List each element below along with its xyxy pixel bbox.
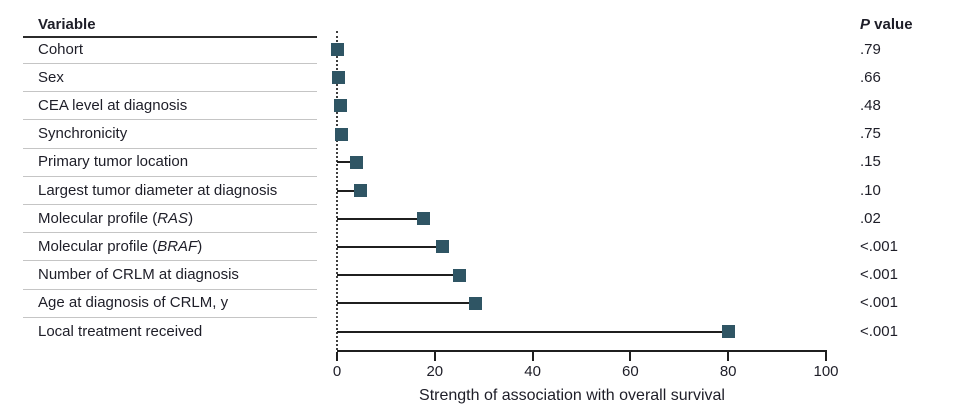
x-axis-tick-label: 80 [719, 363, 737, 380]
variable-label-text: Sex [38, 68, 64, 86]
x-axis-tick [727, 352, 730, 361]
variable-label-text: ) [197, 237, 203, 255]
marker-stem [337, 274, 460, 277]
square-marker [452, 268, 466, 282]
p-value: .48 [860, 96, 881, 114]
row-separator [23, 119, 317, 121]
variable-label-text: Cohort [38, 40, 84, 58]
marker-stem [337, 189, 361, 192]
x-axis-tick-label: 0 [332, 363, 342, 380]
row-separator [23, 204, 317, 205]
square-marker [331, 43, 345, 56]
variable-label-text: Local treatment received [38, 322, 203, 340]
x-axis-title: Strength of association with overall sur… [419, 387, 725, 404]
variable-row-label: Age at diagnosis of CRLM, y [38, 293, 228, 313]
variable-row-label: Molecular profile (RAS) [38, 209, 193, 229]
square-marker [468, 296, 482, 310]
x-axis-tick-label: 60 [622, 363, 639, 380]
row-separator [23, 288, 317, 290]
variable-label-text: Molecular profile ( [38, 209, 158, 227]
square-marker [721, 325, 735, 338]
x-axis-tick-label: 100 [813, 363, 839, 380]
row-separator [23, 175, 317, 177]
square-marker [353, 184, 367, 197]
variable-row-label: Primary tumor location [38, 152, 188, 172]
variable-label-text: Synchronicity [38, 125, 128, 143]
variable-label-text: Largest tumor diameter at diagnosis [38, 181, 278, 199]
pvalue-column-header: P value [860, 16, 913, 34]
p-value: <.001 [860, 322, 898, 340]
x-axis-line [337, 350, 827, 352]
row-separator [23, 91, 317, 93]
variable-row-label: CEA level at diagnosis [38, 96, 187, 116]
variable-header-label: Variable [38, 16, 96, 33]
variable-label-text: Number of CRLM at diagnosis [38, 266, 239, 284]
row-separator [23, 147, 317, 149]
variable-column-header: Variable [38, 16, 96, 34]
p-value: <.001 [860, 237, 898, 255]
variable-label-gene-italic: RAS [157, 209, 189, 227]
pvalue-header-rest: value [870, 16, 913, 33]
square-marker [335, 127, 349, 141]
p-value: .15 [860, 153, 881, 171]
header-rule [23, 36, 317, 38]
square-marker [333, 99, 347, 113]
row-separator [23, 232, 317, 234]
variable-label-text: CEA level at diagnosis [38, 96, 188, 114]
variable-label-text: ) [188, 209, 194, 227]
p-value: <.001 [860, 266, 898, 284]
x-axis-tick [825, 352, 827, 361]
x-axis-tick [531, 352, 534, 361]
marker-stem [337, 302, 476, 305]
variable-row-label: Local treatment received [38, 322, 202, 342]
variable-label-text: Molecular profile ( [38, 237, 158, 255]
variable-label-text: Primary tumor location [38, 153, 189, 171]
variable-label-gene-italic: BRAF [157, 237, 198, 255]
x-axis-tick [433, 352, 436, 361]
variable-row-label: Number of CRLM at diagnosis [38, 265, 239, 285]
pvalue-header-italic-p: P [860, 16, 871, 33]
row-separator [23, 316, 317, 318]
row-separator [23, 63, 317, 64]
square-marker [350, 155, 364, 169]
p-value: .66 [860, 68, 881, 86]
square-marker [436, 240, 450, 254]
row-separator [23, 260, 317, 262]
p-value: .02 [860, 209, 881, 227]
marker-stem [337, 217, 424, 220]
x-axis-tick-label: 40 [524, 363, 541, 380]
x-axis-tick [629, 352, 632, 361]
p-value: .10 [860, 181, 881, 199]
variable-row-label: Largest tumor diameter at diagnosis [38, 181, 277, 201]
marker-stem [337, 161, 357, 164]
variable-row-label: Synchronicity [38, 124, 127, 144]
square-marker [332, 71, 346, 85]
x-axis-tick [336, 352, 338, 361]
variable-row-label: Cohort [38, 40, 83, 60]
marker-stem [337, 330, 729, 333]
p-value: <.001 [860, 294, 898, 312]
marker-stem [337, 245, 443, 248]
variable-label-text: Age at diagnosis of CRLM, y [38, 294, 229, 312]
variable-row-label: Molecular profile (BRAF) [38, 237, 202, 257]
p-value: .79 [860, 40, 881, 58]
square-marker [417, 212, 431, 226]
p-value: .75 [860, 125, 881, 143]
variable-row-label: Sex [38, 68, 64, 88]
x-axis-tick-label: 20 [426, 363, 444, 380]
